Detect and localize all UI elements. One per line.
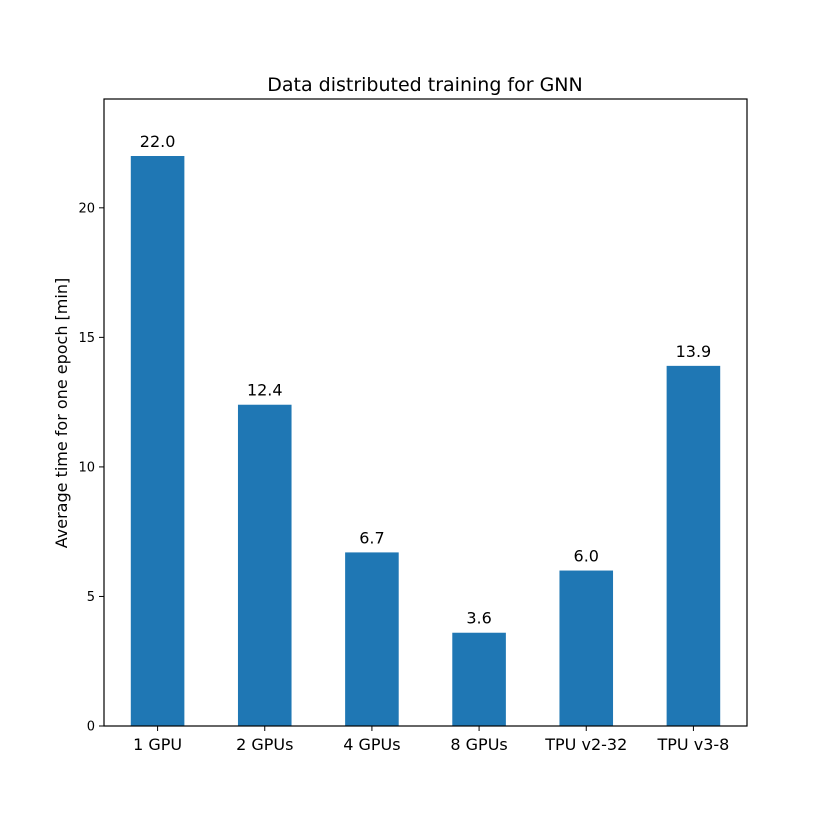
bar [452, 632, 506, 726]
x-axis-ticks: 1 GPU 2 GPUs 4 GPUs 8 GPUs TPU v2-32 TPU v3-8 [133, 726, 729, 754]
bar-value-label: 22.0 [140, 132, 176, 151]
bar [130, 156, 185, 726]
bar-value-label: 12.4 [247, 381, 283, 400]
y-tick-label: 20 [78, 201, 95, 216]
bar [666, 365, 721, 726]
bar [237, 404, 292, 726]
plot-frame [103, 98, 748, 727]
bar-value-label: 3.6 [466, 609, 491, 628]
x-tick-label: 4 GPUs [343, 735, 400, 754]
bar-value-label: 6.7 [359, 528, 384, 547]
bar [559, 570, 614, 726]
x-tick-label: TPU v2-32 [544, 735, 627, 754]
y-axis-ticks: 0 5 10 15 20 [78, 201, 104, 735]
x-tick-label: 8 GPUs [450, 735, 507, 754]
chart-title: Data distributed training for GNN [267, 74, 583, 96]
bar-labels-group: 22.0 12.4 6.7 3.6 6.0 13.9 [140, 132, 711, 628]
y-tick-label: 5 [87, 590, 95, 605]
bar [345, 552, 399, 726]
bar-value-label: 6.0 [574, 547, 599, 566]
y-axis-label: Average time for one epoch [min] [52, 278, 71, 548]
bar-value-label: 13.9 [676, 342, 712, 361]
x-tick-label: 1 GPU [133, 735, 182, 754]
x-tick-label: 2 GPUs [236, 735, 293, 754]
y-tick-label: 10 [78, 460, 95, 475]
bars-group [130, 156, 721, 726]
x-tick-label: TPU v3-8 [657, 735, 730, 754]
y-tick-label: 0 [87, 720, 95, 735]
y-tick-label: 15 [78, 331, 95, 346]
